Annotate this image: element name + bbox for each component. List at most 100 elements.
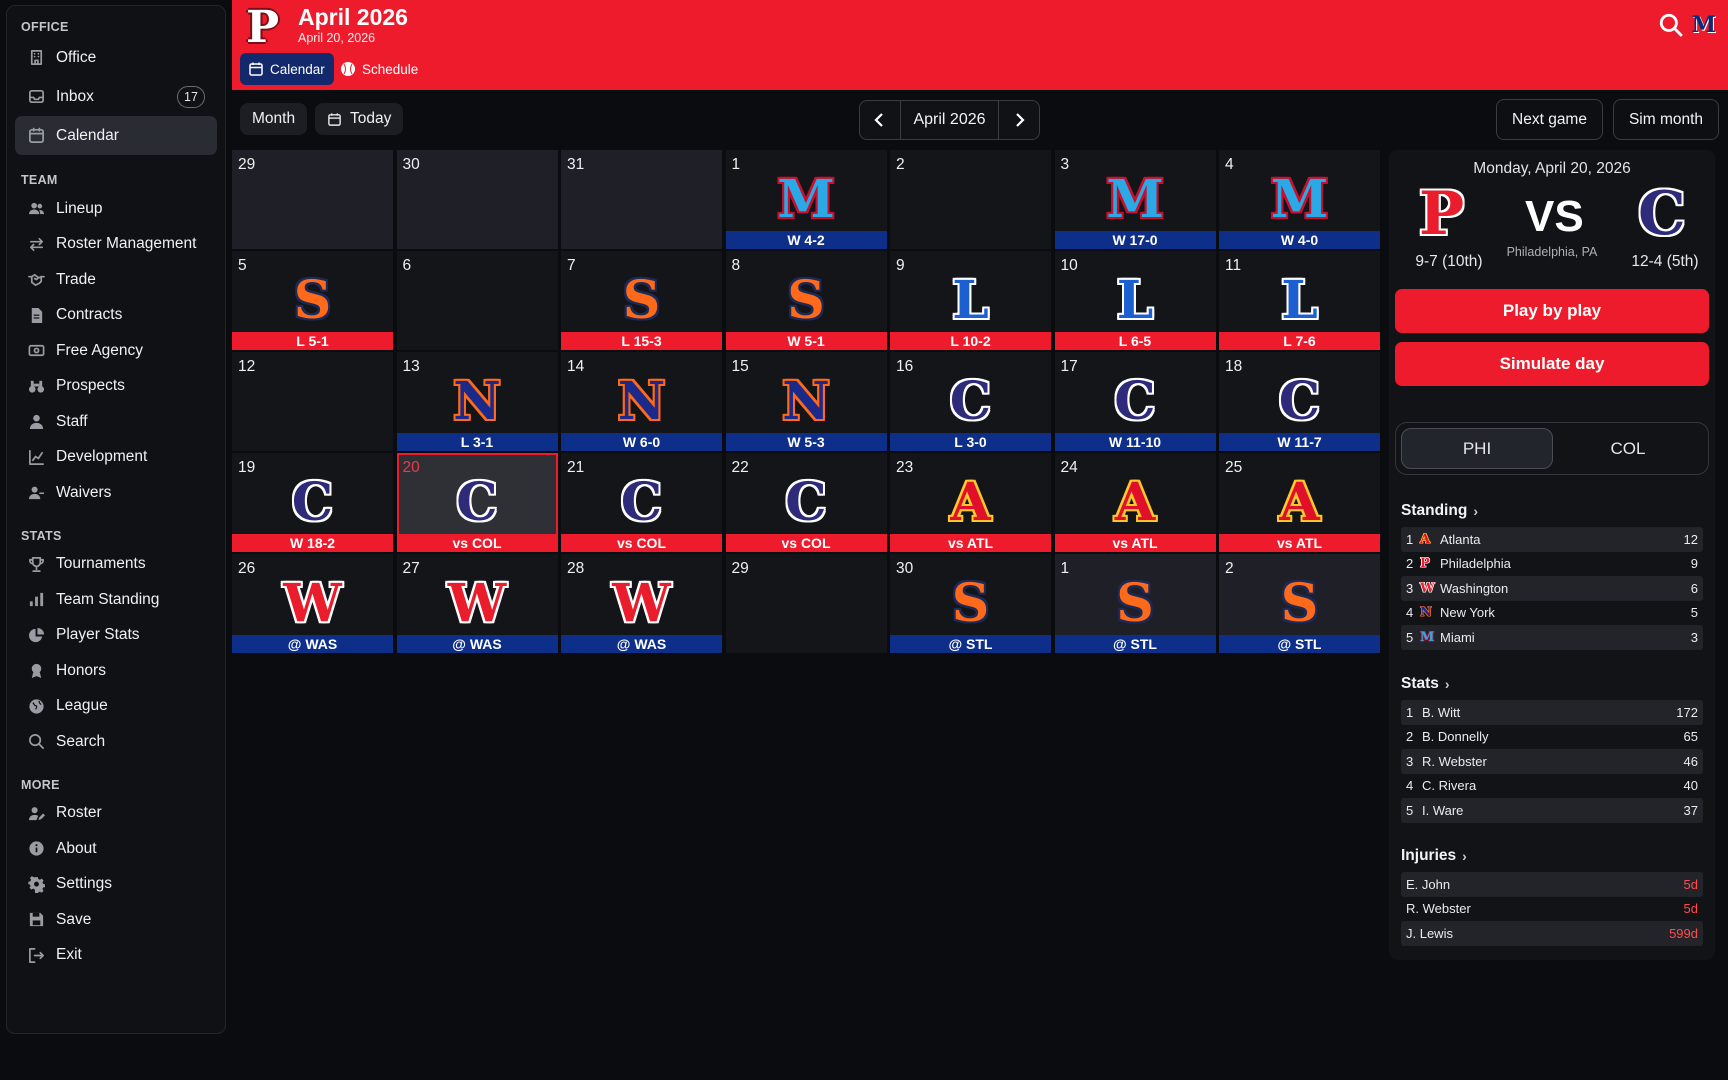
next-game-button[interactable]: Next game <box>1496 99 1603 140</box>
calendar-day[interactable]: 30 <box>396 150 558 249</box>
search-icon[interactable] <box>1658 12 1684 38</box>
calendar-day[interactable]: 1 S @ STL <box>1054 554 1216 653</box>
opponent-logo: A <box>1279 472 1320 533</box>
injuries-row[interactable]: R. Webster 5d <box>1401 897 1703 922</box>
toggle-phi[interactable]: PHI <box>1401 428 1553 469</box>
injuries-row[interactable]: E. John 5d <box>1401 872 1703 897</box>
sidebar-item-team-standing[interactable]: Team Standing <box>15 582 217 618</box>
sidebar-item-settings[interactable]: Settings <box>15 867 217 903</box>
opponent-logo: M <box>1270 169 1329 230</box>
sidebar-item-development[interactable]: Development <box>15 440 217 476</box>
play-by-play-button[interactable]: Play by play <box>1395 289 1709 333</box>
standing-header[interactable]: Standing › <box>1401 502 1478 520</box>
stats-row[interactable]: 3 R. Webster 46 <box>1401 749 1703 774</box>
opponent-logo: L <box>952 270 989 331</box>
sidebar-item-staff[interactable]: Staff <box>15 404 217 440</box>
row-name: C. Rivera <box>1422 778 1477 794</box>
calendar-day[interactable]: 29 <box>725 554 887 653</box>
next-month-button[interactable] <box>999 101 1039 139</box>
row-value: 37 <box>1683 802 1698 818</box>
sidebar-item-office[interactable]: Office <box>15 38 217 77</box>
sidebar-item-about[interactable]: About <box>15 831 217 867</box>
sidebar-item-label: Prospects <box>56 377 125 395</box>
stats-row[interactable]: 1 B. Witt 172 <box>1401 700 1703 725</box>
stats-row[interactable]: 2 B. Donnelly 65 <box>1401 725 1703 750</box>
sidebar-item-tournaments[interactable]: Tournaments <box>15 547 217 583</box>
calendar-day[interactable]: 14 N W 6-0 <box>561 352 722 451</box>
tab-schedule[interactable]: Schedule <box>332 53 427 85</box>
sidebar-item-exit[interactable]: Exit <box>15 938 217 974</box>
sidebar-item-free-agency[interactable]: Free Agency <box>15 333 217 369</box>
team-switcher-logo[interactable]: M <box>1691 12 1716 38</box>
calendar-day[interactable]: 28 W @ WAS <box>561 554 722 653</box>
sidebar-item-inbox[interactable]: Inbox 17 <box>15 77 217 116</box>
standing-row[interactable]: 5 M Miami 3 <box>1401 625 1703 650</box>
calendar-day[interactable]: 16 C L 3-0 <box>890 352 1051 451</box>
calendar-day[interactable]: 10 L L 6-5 <box>1054 251 1216 350</box>
calendar-day[interactable]: 11 L L 7-6 <box>1219 251 1380 350</box>
sidebar-item-contracts[interactable]: Contracts <box>15 298 217 334</box>
opponent-logo: C <box>620 472 663 533</box>
sidebar-item-save[interactable]: Save <box>15 902 217 938</box>
sidebar-item-calendar[interactable]: Calendar <box>15 116 217 155</box>
calendar-day[interactable]: 6 <box>396 251 558 350</box>
toggle-col[interactable]: COL <box>1610 438 1646 458</box>
injuries-header[interactable]: Injuries › <box>1401 847 1467 865</box>
calendar-day[interactable]: 13 N L 3-1 <box>396 352 558 451</box>
sidebar-item-waivers[interactable]: Waivers <box>15 475 217 511</box>
calendar-day[interactable]: 29 <box>232 150 393 249</box>
calendar-day[interactable]: 30 S @ STL <box>890 554 1051 653</box>
standing-row[interactable]: 1 A Atlanta 12 <box>1401 527 1703 552</box>
today-button[interactable]: Today <box>315 103 404 135</box>
standing-row[interactable]: 2 P Philadelphia 9 <box>1401 552 1703 577</box>
calendar-day[interactable]: 19 C W 18-2 <box>232 453 393 552</box>
day-number: 27 <box>402 560 420 577</box>
calendar-day[interactable]: 18 C W 11-7 <box>1219 352 1380 451</box>
sidebar-item-prospects[interactable]: Prospects <box>15 369 217 405</box>
sidebar-item-honors[interactable]: Honors <box>15 653 217 689</box>
sidebar-item-roster-management[interactable]: Roster Management <box>15 227 217 263</box>
injuries-row[interactable]: J. Lewis 599d <box>1401 921 1703 946</box>
calendar-day[interactable]: 15 N W 5-3 <box>725 352 887 451</box>
calendar-day[interactable]: 31 <box>561 150 722 249</box>
calendar-day[interactable]: 2 <box>890 150 1051 249</box>
sidebar-item-lineup[interactable]: Lineup <box>15 191 217 227</box>
game-result: vs ATL <box>1219 534 1380 552</box>
calendar-day[interactable]: 26 W @ WAS <box>232 554 393 653</box>
users-icon <box>27 200 45 218</box>
sidebar-item-league[interactable]: League <box>15 689 217 725</box>
sidebar-item-player-stats[interactable]: Player Stats <box>15 618 217 654</box>
simulate-day-button[interactable]: Simulate day <box>1395 342 1709 386</box>
calendar-day[interactable]: 27 W @ WAS <box>396 554 558 653</box>
month-view-button[interactable]: Month <box>240 103 308 135</box>
rank: 1 <box>1406 704 1414 720</box>
stats-row[interactable]: 5 I. Ware 37 <box>1401 798 1703 823</box>
standing-title: Standing <box>1401 502 1468 519</box>
tab-calendar[interactable]: Calendar <box>240 53 334 85</box>
calendar-day[interactable]: 2 S @ STL <box>1219 554 1380 653</box>
sidebar-item-trade[interactable]: Trade <box>15 262 217 298</box>
sidebar-item-roster[interactable]: Roster <box>15 796 217 832</box>
sidebar-item-search[interactable]: Search <box>15 724 217 760</box>
calendar-day[interactable]: 17 C W 11-10 <box>1054 352 1216 451</box>
stats-header[interactable]: Stats › <box>1401 675 1450 693</box>
standing-row[interactable]: 4 N New York 5 <box>1401 601 1703 626</box>
calendar-day[interactable]: 12 <box>232 352 393 451</box>
prev-month-button[interactable] <box>860 101 900 139</box>
sim-month-button[interactable]: Sim month <box>1613 99 1719 140</box>
stats-row[interactable]: 4 C. Rivera 40 <box>1401 774 1703 799</box>
standing-row[interactable]: 3 W Washington 6 <box>1401 576 1703 601</box>
